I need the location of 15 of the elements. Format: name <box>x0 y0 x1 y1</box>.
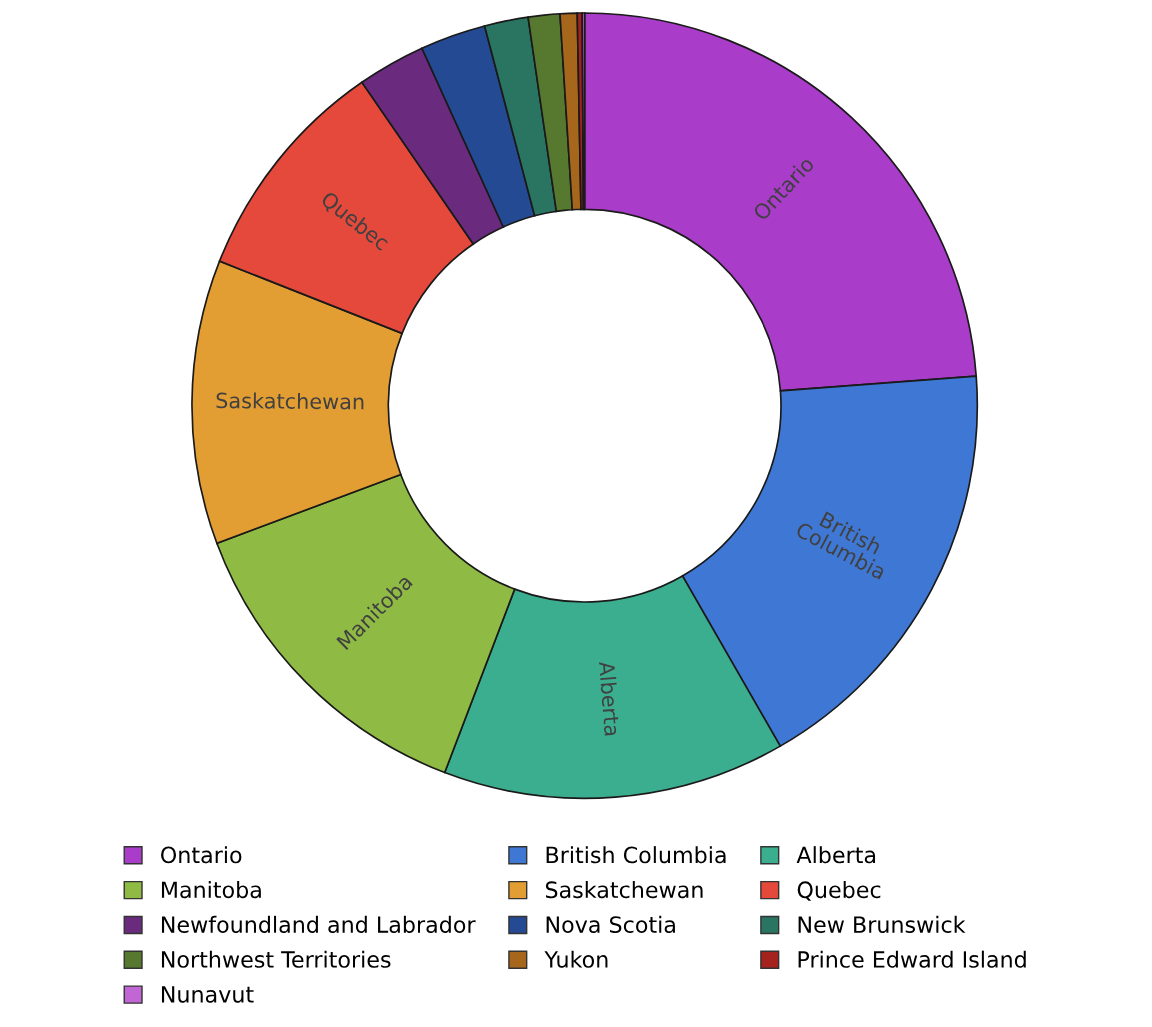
legend-label: Newfoundland and Labrador <box>161 915 476 934</box>
legend-label: Manitoba <box>161 880 261 899</box>
slice-label: Alberta <box>598 660 621 736</box>
legend-label: Quebec <box>797 880 881 901</box>
legend-label: British Columbia <box>546 846 726 864</box>
legend-label: New Brunswick <box>798 915 966 934</box>
legend-label: Nova Scotia <box>546 915 675 934</box>
legend-label: Ontario <box>161 846 242 864</box>
legend-label: Northwest Territories <box>161 950 391 968</box>
legend-label: Yukon <box>544 950 608 968</box>
legend-label: Alberta <box>796 846 876 864</box>
legend-label: Prince Edward Island <box>798 950 1026 968</box>
legend-label: Saskatchewan <box>545 880 703 899</box>
slice-label: Saskatchewan <box>216 392 364 410</box>
legend-label: Nunavut <box>161 986 254 1003</box>
